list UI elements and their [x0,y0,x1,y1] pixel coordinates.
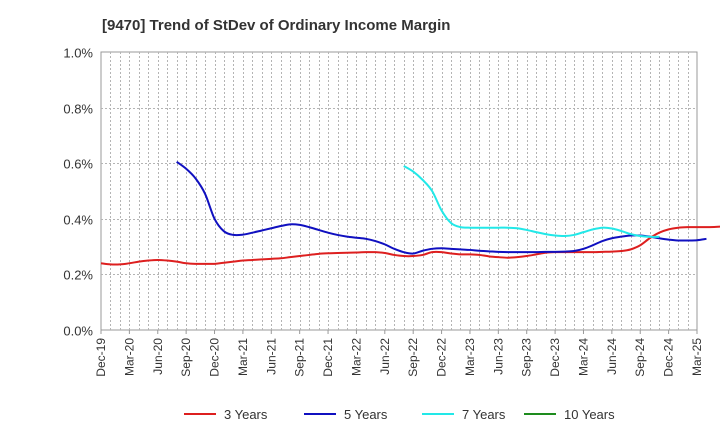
y-tick-label: 0.4% [63,213,93,228]
x-tick-label: Sep-24 [633,338,647,377]
legend-label: 3 Years [224,407,268,422]
x-tick-label: Dec-24 [662,338,676,377]
y-tick-label: 0.6% [63,157,93,172]
x-tick-label: Sep-22 [406,338,420,377]
x-tick-label: Mar-23 [463,338,477,376]
x-tick-label: Dec-21 [321,338,335,377]
x-tick-label: Jun-20 [151,338,165,375]
grid [101,52,697,330]
axes: 0.0% 0.2% 0.4% 0.6% 0.8% 1.0% Dec-19 Mar-20 Jun-… [63,46,704,377]
y-tick-label: 0.0% [63,324,93,339]
x-tick-label: Mar-21 [236,338,250,376]
series-lines [100,160,720,266]
x-tick-label: Sep-20 [179,338,193,377]
series-line-7-years [403,165,660,238]
legend-label: 5 Years [344,407,388,422]
legend-label: 10 Years [564,407,615,422]
x-tick-label: Mar-22 [349,338,363,376]
x-tick-label: Dec-20 [208,338,222,377]
y-tick-label: 1.0% [63,46,93,61]
x-tick-label: Dec-22 [435,338,449,377]
y-tick-label: 0.8% [63,102,93,117]
x-tick-label: Jun-21 [264,338,278,375]
x-tick-label: Jun-22 [378,338,392,375]
chart-title: [9470] Trend of StDev of Ordinary Income… [102,17,450,34]
legend: 3 Years 5 Years 7 Years 10 Years [184,407,615,422]
x-tick-label: Jun-23 [491,338,505,375]
plot-area [100,51,698,331]
x-tick-label: Mar-24 [576,338,590,376]
x-tick-label: Jun-24 [605,338,619,375]
x-tick-label: Dec-23 [548,338,562,377]
x-tick-label: Sep-21 [293,338,307,377]
legend-label: 7 Years [462,407,506,422]
y-tick-label: 0.2% [63,268,93,283]
x-tick-label: Dec-19 [94,338,108,377]
series-line-3-years [100,225,720,266]
x-tick-label: Mar-20 [122,338,136,376]
x-tick-label: Mar-25 [690,338,704,376]
series-line-5-years [176,160,707,255]
x-tick-label: Sep-23 [520,338,534,377]
